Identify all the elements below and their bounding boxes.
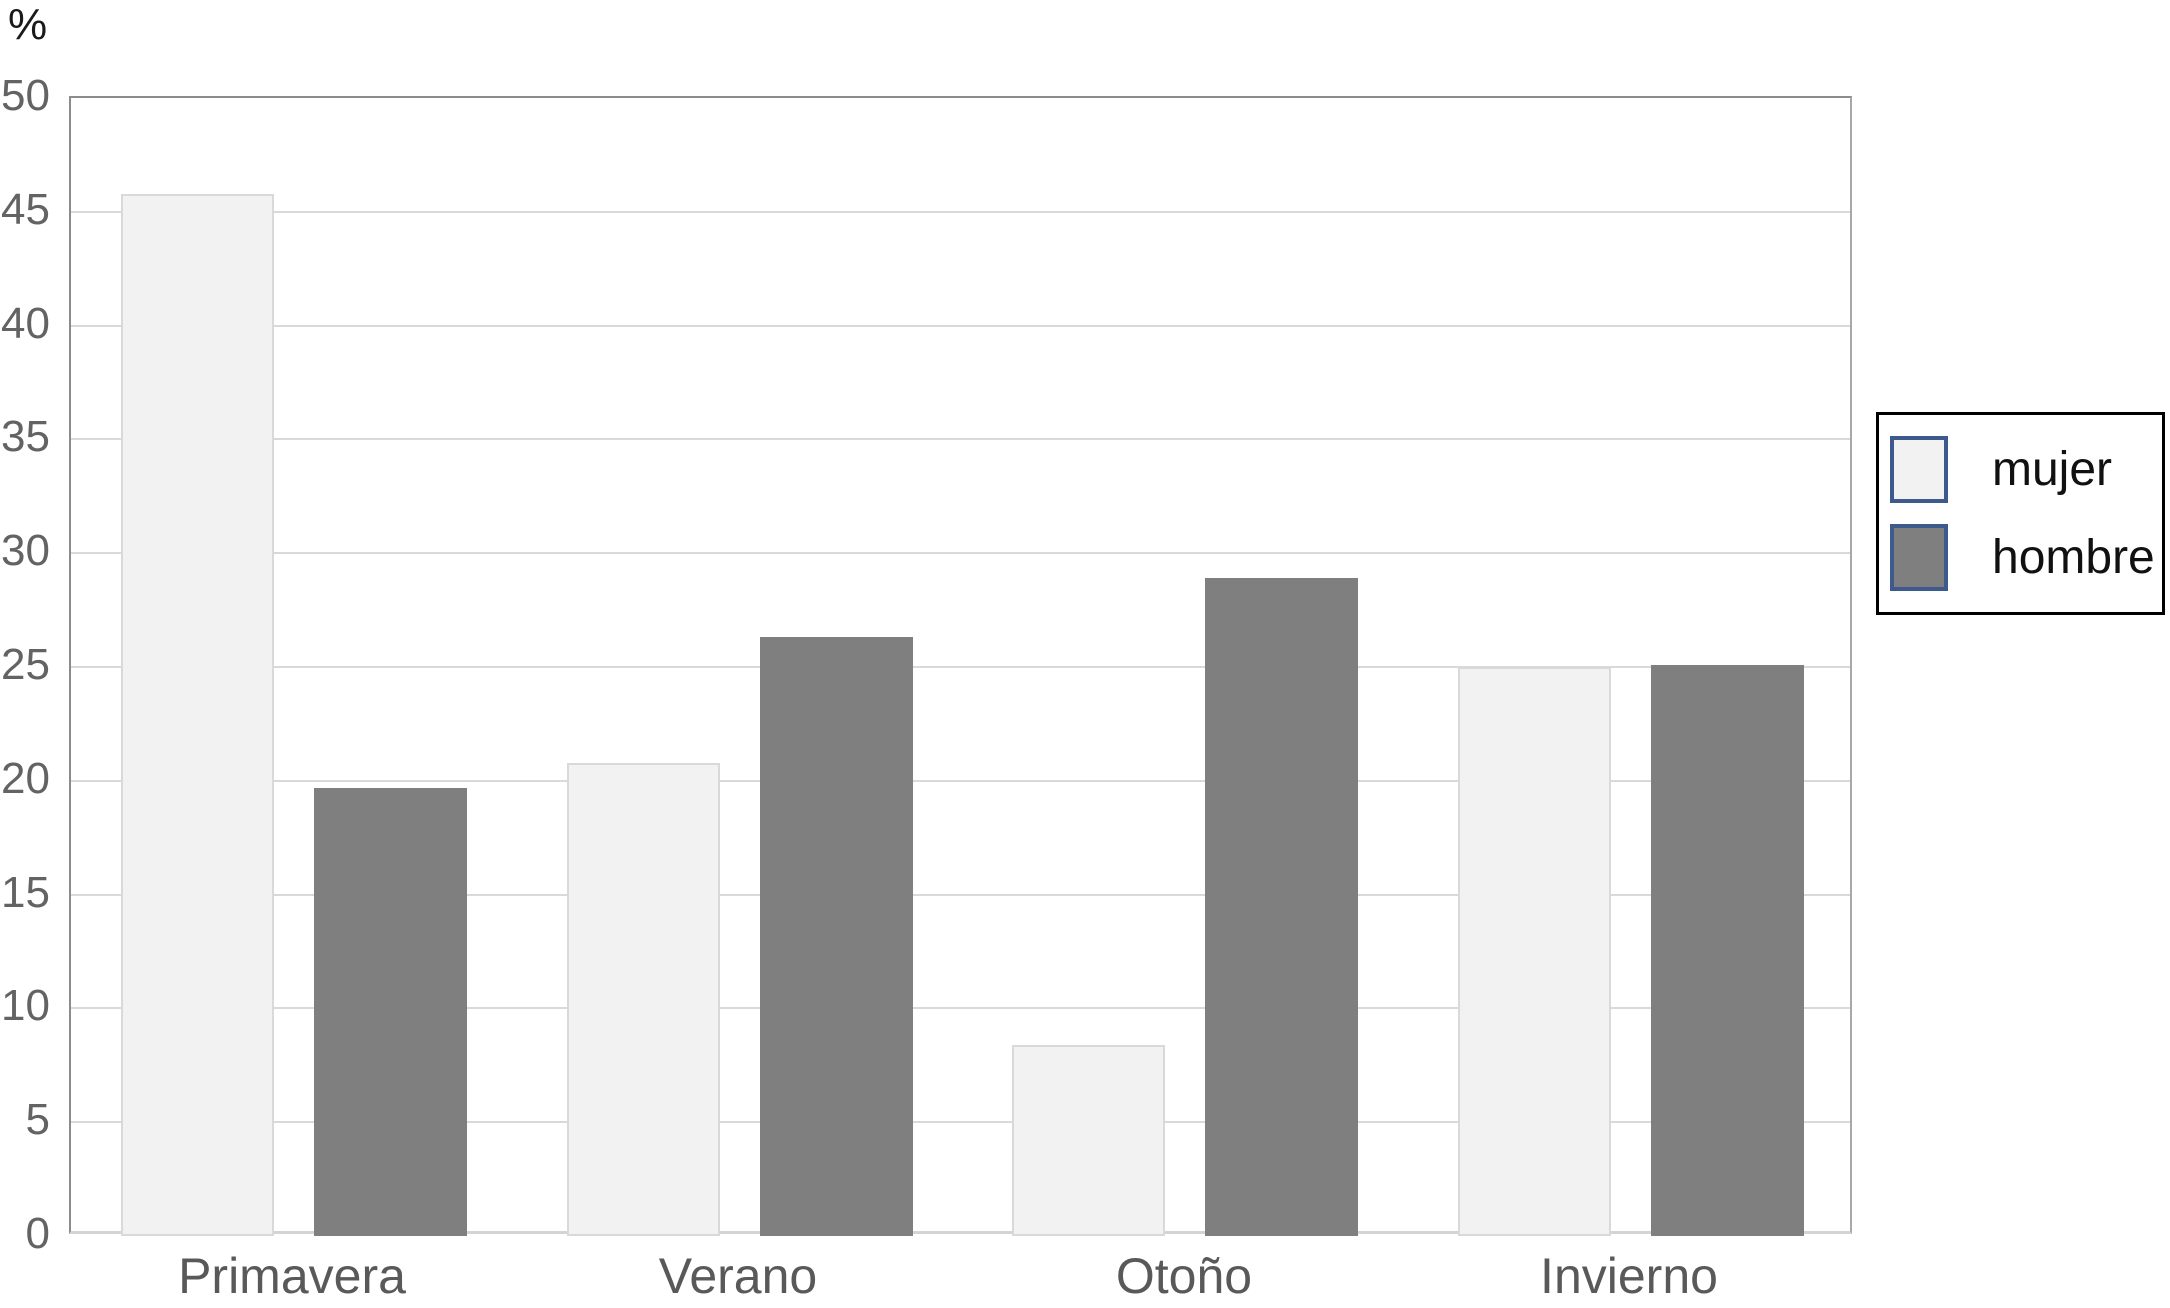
y-tick-label-50: 50	[1, 71, 50, 120]
gridline-15	[71, 894, 1850, 896]
gridline-10	[71, 1007, 1850, 1009]
y-tick-label-10: 10	[1, 981, 50, 1030]
gridline-40	[71, 325, 1850, 327]
y-tick-label-5: 5	[25, 1095, 50, 1144]
y-tick-label-15: 15	[1, 868, 50, 917]
legend-item-mujer: mujer	[1890, 436, 2162, 503]
y-tick-label-20: 20	[1, 754, 50, 803]
gridline-25	[71, 666, 1850, 668]
x-axis-label-primavera: Primavera	[178, 1248, 406, 1304]
gridline-45	[71, 211, 1850, 213]
legend: mujer hombre	[1876, 412, 2165, 615]
x-axis-label-verano: Verano	[658, 1248, 818, 1304]
y-tick-label-35: 35	[1, 412, 50, 461]
y-tick-label-0: 0	[25, 1209, 50, 1258]
y-tick-label-30: 30	[1, 526, 50, 575]
bar-hombre-otoño	[1205, 578, 1358, 1236]
y-tick-label-25: 25	[1, 640, 50, 689]
gridline-35	[71, 438, 1850, 440]
y-axis-unit-label: %	[8, 0, 48, 49]
bar-mujer-verano	[567, 763, 720, 1236]
gridline-30	[71, 552, 1850, 554]
x-axis-label-invierno: Invierno	[1540, 1248, 1718, 1304]
bar-hombre-verano	[760, 637, 913, 1236]
x-axis-label-otoño: Otoño	[1115, 1248, 1253, 1304]
y-tick-label-40: 40	[1, 299, 50, 348]
bar-mujer-otoño	[1012, 1045, 1165, 1236]
bar-hombre-primavera	[314, 788, 467, 1236]
legend-label-hombre: hombre	[1992, 531, 2155, 584]
legend-label-mujer: mujer	[1992, 443, 2113, 496]
plot-area	[69, 96, 1852, 1236]
legend-item-hombre: hombre	[1890, 524, 2162, 591]
gridline-5	[71, 1121, 1850, 1123]
y-tick-label-45: 45	[1, 185, 50, 234]
bar-mujer-invierno	[1458, 667, 1611, 1236]
bar-hombre-invierno	[1651, 665, 1804, 1236]
bar-mujer-primavera	[121, 194, 274, 1236]
legend-swatch-mujer	[1890, 436, 1948, 503]
gridline-20	[71, 780, 1850, 782]
legend-swatch-hombre	[1890, 524, 1948, 591]
